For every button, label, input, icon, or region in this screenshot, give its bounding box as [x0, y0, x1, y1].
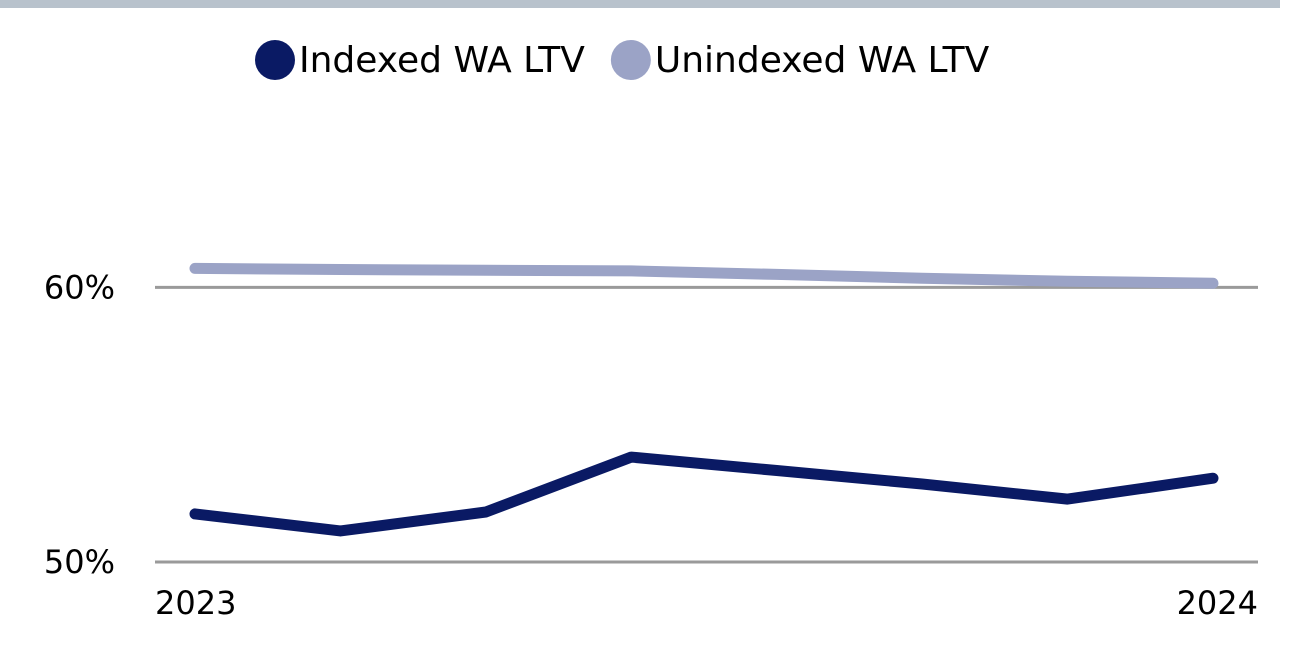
legend-swatch [610, 40, 651, 80]
series-line [189, 451, 1219, 537]
x-tick-label: 2024 [1177, 584, 1258, 622]
legend-swatch [255, 40, 295, 80]
legend-label: Indexed WA LTV [299, 40, 585, 81]
y-tick-label: 50% [44, 543, 115, 581]
series-line [189, 262, 1219, 289]
legend-label: Unindexed WA LTV [655, 40, 990, 81]
x-tick-label: 2023 [155, 584, 236, 622]
top-bar [0, 0, 1280, 8]
y-tick-label: 60% [44, 268, 115, 306]
